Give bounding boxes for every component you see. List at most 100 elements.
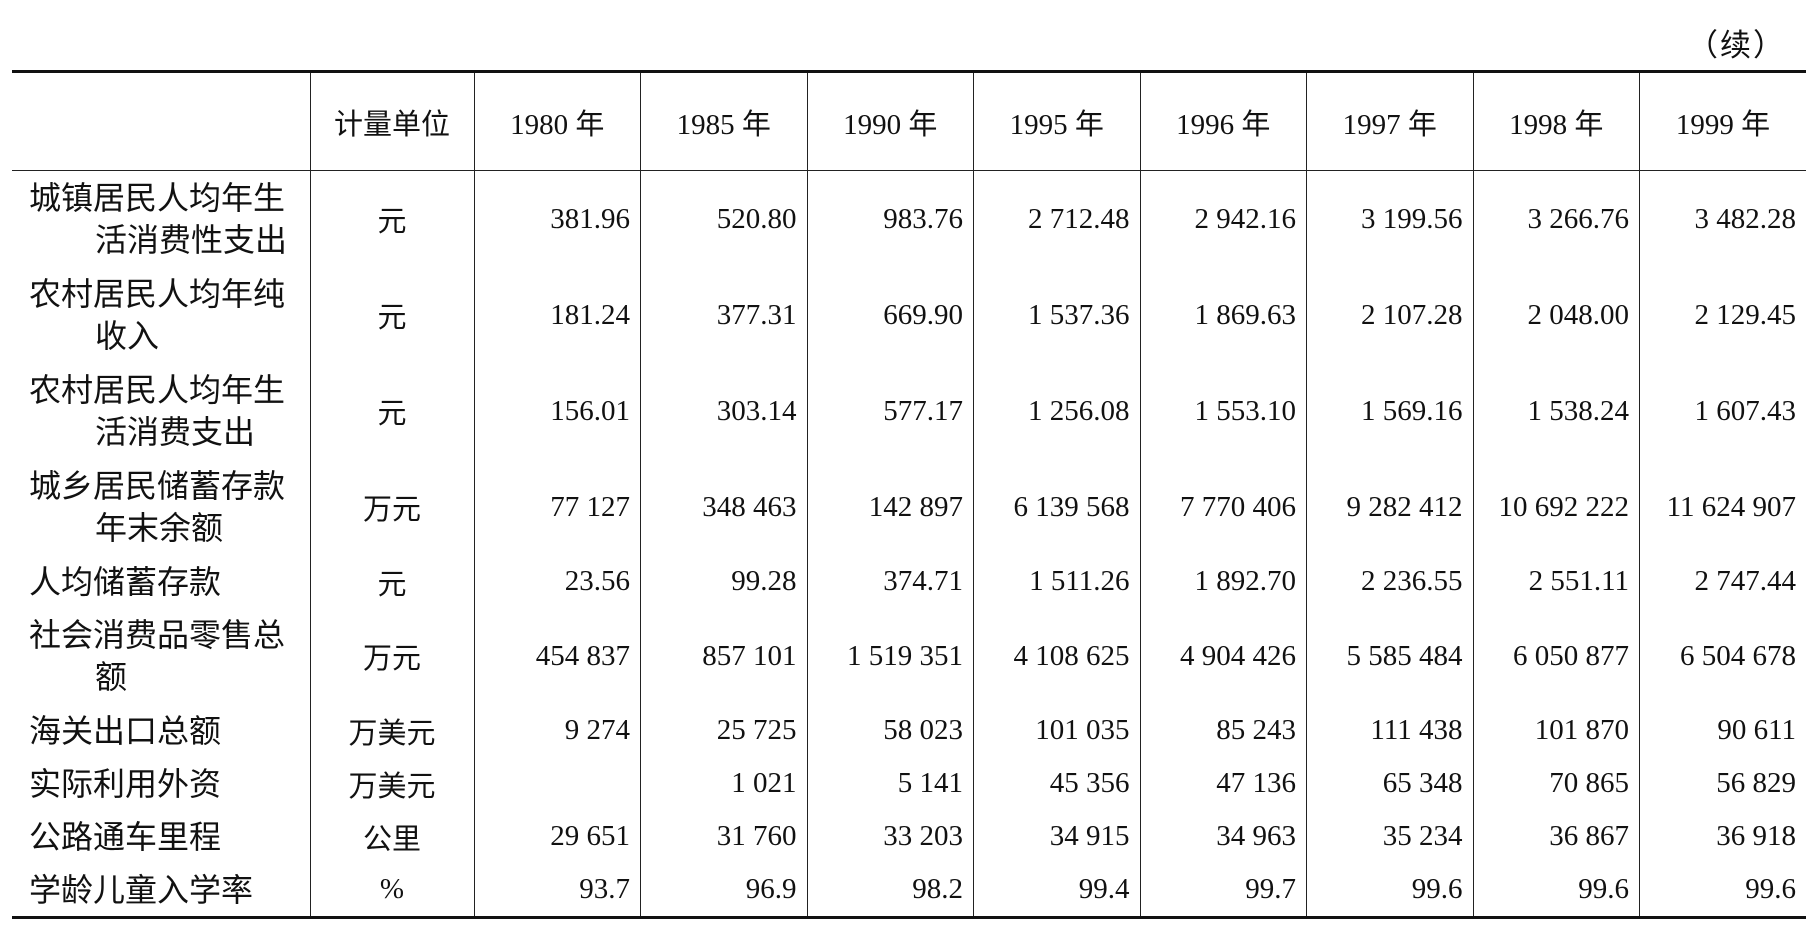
row-label: 人均储蓄存款 (29, 563, 222, 600)
table-row: 海关出口总额 万美元 9 274 25 725 58 023 101 035 85 243 1… (12, 704, 1806, 757)
value-cell: 5 585 484 (1306, 608, 1473, 704)
unit-cell: 元 (309, 555, 474, 608)
value-cell: 45 356 (973, 757, 1140, 810)
value-cell: 34 963 (1139, 810, 1307, 863)
header-cell: 1985 年 (640, 71, 807, 171)
unit-cell: 万元 (309, 608, 474, 704)
header-row: 计量单位 1980 年 1985 年 1990 年 1995 年 1996 年 1997 年… (12, 71, 1806, 171)
header-cell: 1990 年 (806, 71, 974, 171)
row-label: 实际利用外资 (29, 765, 222, 802)
value-cell: 98.2 (806, 863, 974, 918)
header-cell: 1980 年 (473, 71, 641, 171)
table-row: 城镇居民人均年生活消费性支出元 381.96 520.80 983.76 2 712.4… (12, 170, 1806, 268)
table-body: 城镇居民人均年生活消费性支出元 381.96 520.80 983.76 2 712.4… (12, 170, 1806, 918)
value-cell: 70 865 (1472, 757, 1640, 810)
value-cell: 1 511.26 (973, 555, 1140, 608)
value-cell: 4 904 426 (1139, 608, 1307, 704)
value-cell: 31 760 (640, 810, 807, 863)
value-cell: 2 942.16 (1139, 170, 1307, 267)
value-cell: 99.6 (1472, 863, 1640, 918)
value-cell: 454 837 (473, 608, 641, 704)
table-row: 农村居民人均年纯收入元 181.24 377.31 669.90 1 537.36 1 8… (12, 267, 1806, 363)
unit-cell: 万美元 (309, 704, 474, 757)
unit-cell: 元 (309, 170, 474, 267)
row-label: 海关出口总额 (29, 712, 222, 749)
value-cell: 5 141 (806, 757, 974, 810)
value-cell: 669.90 (806, 267, 974, 363)
value-cell: 7 770 406 (1139, 459, 1307, 555)
value-cell: 1 569.16 (1306, 363, 1473, 459)
value-cell: 99.4 (973, 863, 1140, 918)
header-cell: 1996 年 (1139, 71, 1307, 171)
value-cell: 99.6 (1639, 863, 1806, 918)
row-label: 农村居民人均年纯收入 (29, 276, 286, 354)
value-cell: 101 035 (973, 704, 1140, 757)
value-cell: 9 274 (473, 704, 641, 757)
value-cell: 1 553.10 (1139, 363, 1307, 459)
value-cell: 25 725 (640, 704, 807, 757)
table-row: 公路通车里程 公里 29 651 31 760 33 203 34 915 34 963 35… (12, 810, 1806, 863)
value-cell: 99.28 (640, 555, 807, 608)
value-cell: 2 551.11 (1472, 555, 1640, 608)
value-cell: 520.80 (640, 170, 807, 267)
value-cell: 303.14 (640, 363, 807, 459)
value-cell: 1 021 (640, 757, 807, 810)
row-label-cell: 公路通车里程 (12, 810, 310, 863)
value-cell: 111 438 (1306, 704, 1473, 757)
unit-cell: 万美元 (309, 757, 474, 810)
row-label-cell: 城镇居民人均年生活消费性支出 (12, 171, 310, 268)
value-cell: 56 829 (1639, 757, 1806, 810)
value-cell: 1 607.43 (1639, 363, 1806, 459)
row-label: 公路通车里程 (29, 818, 222, 855)
value-cell: 577.17 (806, 363, 974, 459)
value-cell: 3 266.76 (1472, 170, 1640, 267)
value-cell: 156.01 (473, 363, 641, 459)
value-cell: 377.31 (640, 267, 807, 363)
unit-cell: 元 (309, 363, 474, 459)
header-cell: 1998 年 (1472, 71, 1640, 171)
table-row: 城乡居民储蓄存款年末余额 万元 77 127 348 463 142 897 6 139 … (12, 459, 1806, 555)
value-cell: 857 101 (640, 608, 807, 704)
data-table: 计量单位 1980 年 1985 年 1990 年 1995 年 1996 年 1997 年… (12, 70, 1806, 919)
value-cell: 142 897 (806, 459, 974, 555)
value-cell: 381.96 (473, 170, 641, 267)
value-cell: 1 537.36 (973, 267, 1140, 363)
table-row: 农村居民人均年生活消费支出元 156.01 303.14 577.17 1 256.08… (12, 363, 1806, 459)
row-label-cell: 学龄儿童入学率 (12, 863, 310, 918)
value-cell: 1 256.08 (973, 363, 1140, 459)
value-cell: 10 692 222 (1472, 459, 1640, 555)
value-cell: 47 136 (1139, 757, 1307, 810)
value-cell: 58 023 (806, 704, 974, 757)
header-cell: 1997 年 (1306, 71, 1473, 171)
continued-note: （续） (1687, 28, 1786, 63)
value-cell: 1 892.70 (1139, 555, 1307, 608)
value-cell: 2 129.45 (1639, 267, 1806, 363)
value-cell: 33 203 (806, 810, 974, 863)
value-cell: 101 870 (1472, 704, 1640, 757)
row-label-cell: 城乡居民储蓄存款年末余额 (12, 459, 310, 555)
header-cell: 1999 年 (1639, 71, 1806, 171)
value-cell: 6 139 568 (973, 459, 1140, 555)
value-cell: 1 869.63 (1139, 267, 1307, 363)
value-cell: 85 243 (1139, 704, 1307, 757)
row-label-cell: 社会消费品零售总额 (12, 608, 310, 704)
unit-cell: % (309, 863, 474, 918)
row-label: 社会消费品零售总额 (29, 617, 286, 695)
value-cell: 11 624 907 (1639, 459, 1806, 555)
value-cell: 181.24 (473, 267, 641, 363)
value-cell: 99.7 (1139, 863, 1307, 918)
value-cell: 29 651 (473, 810, 641, 863)
value-cell: 374.71 (806, 555, 974, 608)
value-cell: 4 108 625 (973, 608, 1140, 704)
value-cell: 90 611 (1639, 704, 1806, 757)
value-cell: 2 107.28 (1306, 267, 1473, 363)
value-cell: 96.9 (640, 863, 807, 918)
value-cell: 2 747.44 (1639, 555, 1806, 608)
value-cell: 2 712.48 (973, 170, 1140, 267)
value-cell: 93.7 (473, 863, 641, 918)
value-cell: 9 282 412 (1306, 459, 1473, 555)
header-cell: 计量单位 (309, 71, 474, 171)
row-label: 城镇居民人均年生活消费性支出 (29, 180, 288, 258)
value-cell: 983.76 (806, 170, 974, 267)
value-cell: 1 538.24 (1472, 363, 1640, 459)
